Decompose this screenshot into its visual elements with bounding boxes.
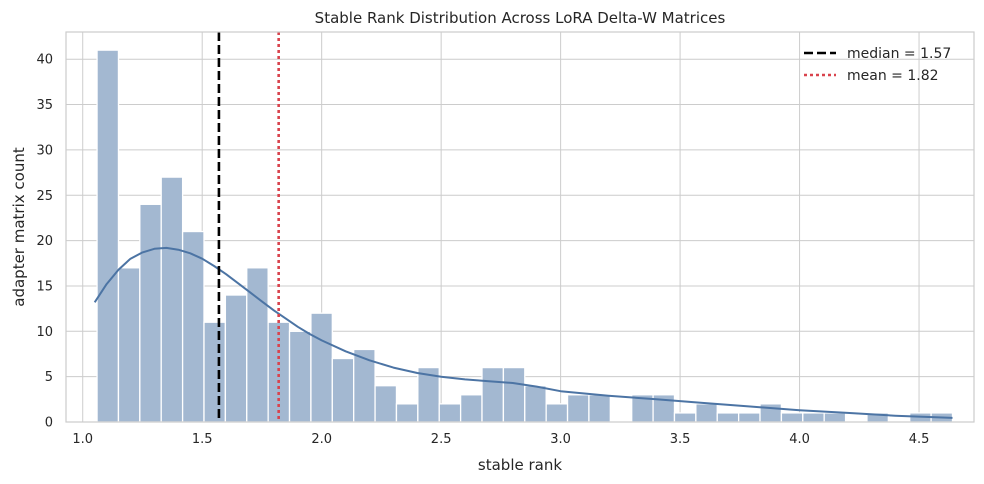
histogram-bar [823,412,847,423]
x-axis-ticks: 1.0 1.5 2.0 2.5 3.0 3.5 4.0 4.5 [72,432,929,447]
histogram-bar [160,176,184,423]
histogram-bar [502,366,526,423]
x-tick-label: 1.0 [72,432,93,447]
x-tick-label: 3.0 [550,432,571,447]
y-tick-label: 5 [45,370,53,385]
histogram-bar [545,403,569,423]
kde-curve [93,246,953,419]
legend-mean-label: mean = 1.82 [847,68,939,84]
x-tick-label: 2.0 [311,432,332,447]
y-tick-label: 0 [45,416,53,431]
y-axis-label: adapter matrix count [10,147,28,307]
histogram-bar [246,267,269,423]
histogram-bar [737,412,761,423]
plot-frame [65,31,975,423]
histogram-bar [395,403,419,423]
histogram-bar [459,394,483,423]
histogram-bar [673,412,697,423]
histogram-bar [695,403,718,423]
histogram-bar [117,267,141,423]
y-tick-label: 25 [36,189,53,204]
x-axis-label: stable rank [478,456,562,474]
histogram-bar [802,412,825,423]
y-tick-label: 10 [36,325,53,340]
x-tick-label: 2.5 [431,432,452,447]
histogram-bar [288,330,312,423]
histogram-bar [224,294,248,423]
histogram-bar [524,385,547,423]
x-tick-label: 3.5 [670,432,691,447]
histogram-bar [96,49,120,423]
histogram-bar [181,230,205,423]
chart-title: Stable Rank Distribution Across LoRA Del… [315,9,726,27]
x-tick-label: 4.0 [789,432,810,447]
histogram-bar [716,412,740,423]
histogram-bar [310,312,333,423]
histogram-bar [203,321,227,423]
histogram-bar [374,385,398,423]
x-tick-label: 1.5 [192,432,213,447]
histogram-bars [96,49,954,423]
histogram-bar [481,366,505,423]
y-tick-label: 15 [36,279,53,294]
y-tick-label: 35 [36,98,53,113]
y-tick-label: 20 [36,234,53,249]
histogram-bar [139,203,162,423]
histogram-bar [331,357,355,423]
y-tick-label: 30 [36,143,53,158]
histogram-bar [267,321,291,423]
y-tick-label: 40 [36,53,53,68]
reference-lines [217,32,280,422]
histogram-bar [780,412,804,423]
histogram-bar [438,403,462,423]
x-tick-label: 4.5 [909,432,930,447]
legend-median-label: median = 1.57 [847,46,951,62]
legend: median = 1.57 mean = 1.82 [804,46,951,84]
histogram-bar [588,394,611,423]
histogram-bar [566,394,590,423]
y-axis-ticks: 0 5 10 15 20 25 30 35 40 [36,53,53,431]
kde-curve-group [93,246,953,419]
